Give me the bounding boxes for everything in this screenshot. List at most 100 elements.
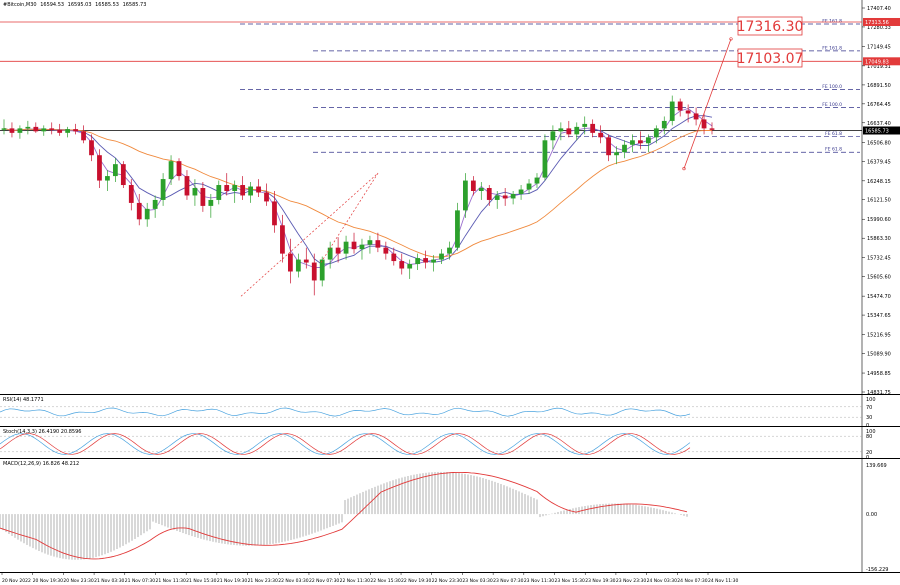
candle-body xyxy=(622,144,627,153)
time-axis: 20 Nov 2022 20 Nov 19:30 20 Nov 23:30 21 No… xyxy=(1,573,738,584)
candle-body xyxy=(49,128,55,130)
candle-body xyxy=(463,180,468,211)
price-tick-label: 16121.50 xyxy=(867,198,891,204)
candle-body xyxy=(630,140,635,145)
stoch-tick-label: 80 xyxy=(866,434,872,440)
candle-body xyxy=(431,259,436,263)
candle-body xyxy=(566,128,572,135)
time-tick-label: 21 Nov 19:30 xyxy=(217,578,247,584)
price-tick-label: 16891.50 xyxy=(867,83,891,89)
symbol-info: #Bitcoin,M30 16594.53 16595.03 16585.53 … xyxy=(3,2,148,8)
candle-body xyxy=(319,259,325,281)
time-tick-label: 21 Nov 15:30 xyxy=(186,578,216,584)
candle-body xyxy=(391,253,397,262)
time-tick-label: 22 Nov 23:30 xyxy=(432,578,462,584)
stoch-pane[interactable]: Stoch(14,3,3) 26.4190 20.8596 100 80 20 0 xyxy=(0,427,900,459)
price-tick-label: 15089.90 xyxy=(867,352,891,358)
candle-body xyxy=(184,176,190,196)
candle-body xyxy=(661,120,667,129)
macd-chart-svg: 139.669 0.00 -156.229 xyxy=(0,459,888,573)
rsi-tick-label: 100 xyxy=(866,397,876,403)
time-tick-label: 22 Nov 11:30 xyxy=(340,578,370,584)
target-point xyxy=(682,167,686,171)
candle-body xyxy=(97,155,102,181)
candle-body xyxy=(128,185,134,203)
price-tick-label: 16506.80 xyxy=(867,140,891,146)
rsi-pane[interactable]: RSI(14) 48.1771 100 70 30 0 xyxy=(0,395,900,427)
red-price-tag xyxy=(863,57,900,66)
time-tick-label: 23 Nov 23:30 xyxy=(616,578,646,584)
candle-body xyxy=(502,195,508,199)
macd-pane[interactable]: MACD(12,26,9) 16.826 48.212 139.669 0.00 -… xyxy=(0,459,900,573)
time-tick-label: 20 Nov 2022 xyxy=(2,578,31,584)
time-tick-label: 23 Nov 19:30 xyxy=(585,578,615,584)
candle-body xyxy=(33,126,39,132)
target-upper-box xyxy=(737,16,803,36)
stoch-tick-label: 100 xyxy=(866,429,876,435)
price-tick-label: 17149.45 xyxy=(867,44,891,50)
candle-body xyxy=(359,244,365,250)
candle-body xyxy=(41,128,47,132)
price-tick-label: 15474.70 xyxy=(867,294,891,300)
open-value: 16594.53 xyxy=(40,2,65,8)
time-tick-label: 21 Nov 11:30 xyxy=(155,578,185,584)
ma-fast-line xyxy=(3,108,713,268)
candle-body xyxy=(25,126,31,129)
candle-body xyxy=(590,123,596,133)
candle-body xyxy=(208,199,214,206)
candle-body xyxy=(327,247,333,260)
price-pane[interactable]: #Bitcoin,M30 16594.53 16595.03 16585.53 … xyxy=(0,0,900,395)
price-tick-label: 17280.33 xyxy=(867,25,891,31)
time-tick-label: 21 Nov 07:30 xyxy=(125,578,155,584)
candle-body xyxy=(168,161,174,180)
fibo-label: FE 161.8 xyxy=(822,45,842,51)
time-tick-label: 20 Nov 23:30 xyxy=(63,578,93,584)
candle-body xyxy=(558,128,564,132)
candle-body xyxy=(335,247,341,254)
current-price-tag-text: 16585.73 xyxy=(865,129,889,135)
time-tick-label: 20 Nov 19:30 xyxy=(33,578,63,584)
stoch-main-line xyxy=(0,433,691,455)
rsi-chart-svg: 100 70 30 0 xyxy=(0,395,876,427)
high-value: 16595.03 xyxy=(67,2,92,8)
candle-body xyxy=(264,192,269,202)
candle-body xyxy=(550,131,556,141)
candle-body xyxy=(685,110,691,114)
time-tick-label: 23 Nov 07:30 xyxy=(493,578,523,584)
candle-body xyxy=(9,128,15,133)
candle-body xyxy=(439,253,444,260)
candle-body xyxy=(447,247,452,254)
macd-tick-label: -156.229 xyxy=(866,567,888,573)
price-tick-label: 15605.60 xyxy=(867,275,891,281)
candle-body xyxy=(256,186,261,193)
time-tick-label: 23 Nov 11:30 xyxy=(524,578,554,584)
candle-body xyxy=(526,183,532,190)
rsi-label: RSI(14) 48.1771 xyxy=(3,397,44,403)
red-price-tag-text: 17049.83 xyxy=(865,59,889,65)
candle-body xyxy=(311,262,317,281)
candle-body xyxy=(494,195,500,200)
candle-body xyxy=(486,188,492,200)
candle-body xyxy=(351,241,357,250)
macd-label: MACD(12,26,9) 16.826 48.212 xyxy=(3,461,80,467)
candle-body xyxy=(375,240,381,248)
candle-body xyxy=(598,132,604,138)
rsi-tick-label: 0 xyxy=(866,423,869,427)
price-tick-label: 15216.95 xyxy=(867,333,891,339)
candle-body xyxy=(295,259,301,272)
candle-body xyxy=(89,140,94,156)
candle-body xyxy=(136,202,142,220)
rsi-tick-label: 70 xyxy=(866,405,872,411)
time-tick-label: 21 Nov 23:30 xyxy=(248,578,278,584)
candle-body xyxy=(542,140,548,178)
price-tick-label: 16764.45 xyxy=(867,102,891,108)
fibo-label: FE 161.8 xyxy=(822,19,842,25)
candle-body xyxy=(478,188,484,191)
time-tick-label: 21 Nov 03:30 xyxy=(94,578,124,584)
candle-body xyxy=(470,180,476,191)
fibo-label: FE 61.8 xyxy=(825,147,842,153)
candle-body xyxy=(57,129,63,133)
projection-line xyxy=(240,172,379,297)
stoch-signal-line xyxy=(0,433,691,455)
